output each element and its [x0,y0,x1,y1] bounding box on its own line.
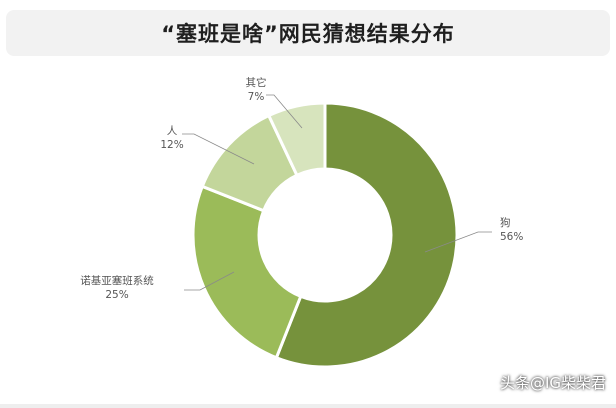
watermark-text: 头条@IG柴柴君 [499,374,606,392]
slices-group [191,101,459,369]
leader-line [184,271,235,291]
chart-title: “塞班是啥”网民猜想结果分布 [161,22,455,46]
pie-slice [191,184,303,360]
slice-percent-label: 56% [500,231,523,243]
slice-percent-label: 12% [160,139,183,151]
pie-slice [274,101,459,369]
labels-group: 狗 56% 诺基亚塞班系统 25% 人 12% 其它 7% [80,76,523,301]
leader-line [182,133,255,165]
slice-name-label: 诺基亚塞班系统 [80,274,154,287]
slice-percent-label: 25% [105,289,128,301]
leader-line [266,94,303,129]
slice-name-label: 其它 [246,76,267,89]
slice-name-label: 狗 [500,216,511,229]
leaders-group [182,94,492,291]
pie-slice [266,101,327,178]
leader-line [424,231,492,253]
title-banner: “塞班是啥”网民猜想结果分布 [6,10,610,56]
slice-percent-label: 7% [248,91,265,103]
bottom-edge [0,404,616,408]
slice-name-label: 人 [167,125,178,137]
